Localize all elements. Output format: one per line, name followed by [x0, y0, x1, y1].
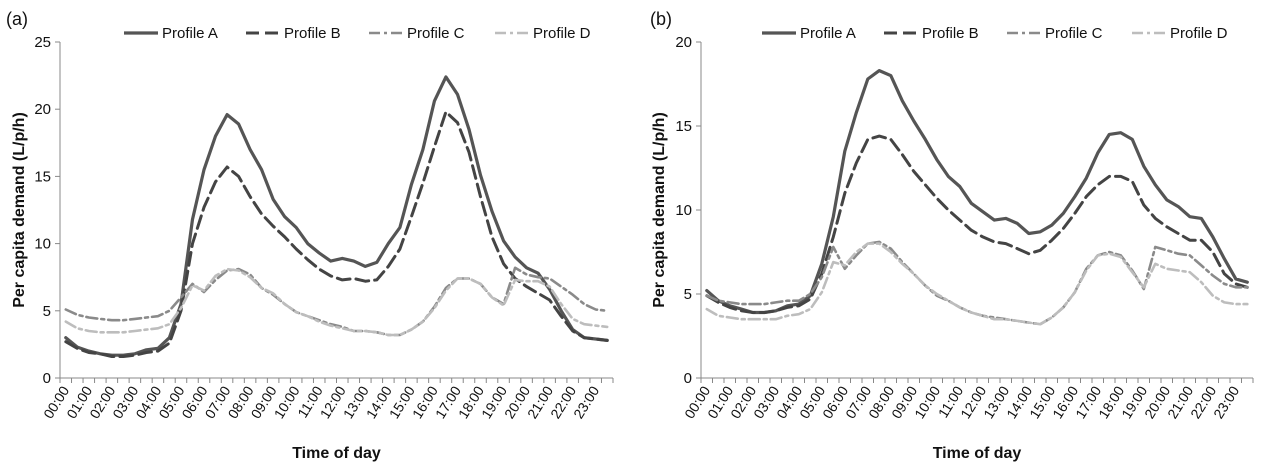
y-tick-label: 10 [675, 202, 692, 219]
legend-label: Profile A [162, 25, 218, 42]
y-tick-label: 25 [34, 34, 51, 51]
series-line-profile-b [705, 134, 1249, 314]
y-tick-label: 10 [34, 236, 51, 253]
y-tick-label: 0 [684, 370, 692, 387]
series-line-profile-c [64, 266, 609, 337]
x-tick-label: 23:00 [1210, 383, 1242, 421]
legend-label: Profile A [800, 25, 856, 42]
legend-label: Profile B [922, 25, 979, 42]
series-line-profile-c [705, 240, 1249, 326]
panel-label: (b) [650, 9, 672, 29]
legend-label: Profile D [533, 25, 591, 42]
panel-label: (a) [6, 9, 28, 29]
y-tick-label: 5 [684, 286, 692, 303]
x-axis-title: Time of day [292, 445, 381, 462]
legend-label: Profile D [1170, 25, 1228, 42]
series-line-profile-b [64, 110, 609, 358]
legend-label: Profile B [284, 25, 341, 42]
x-axis-title: Time of day [933, 445, 1022, 462]
chart-panel-a: (a)051015202500:0001:0002:0003:0004:0005… [6, 9, 614, 462]
series-line-profile-a [64, 75, 609, 357]
x-tick-label: 10:00 [911, 383, 943, 421]
series-line-profile-a [705, 68, 1249, 315]
chart-panel-b: (b)0510152000:0001:0002:0003:0004:0005:0… [650, 9, 1254, 462]
y-tick-label: 0 [43, 370, 51, 387]
y-axis-title: Per capita demand (L/p/h) [651, 112, 668, 308]
y-tick-label: 5 [43, 303, 51, 320]
legend-label: Profile C [407, 25, 465, 42]
y-tick-label: 20 [34, 101, 51, 118]
y-tick-label: 20 [675, 34, 692, 51]
series-line-profile-d [64, 267, 609, 337]
series-line-profile-d [705, 242, 1249, 326]
y-axis-title: Per capita demand (L/p/h) [11, 112, 28, 308]
x-tick-label: 10:00 [271, 383, 303, 421]
y-tick-label: 15 [675, 118, 692, 135]
x-tick-label: 23:00 [570, 383, 602, 421]
y-tick-label: 15 [34, 168, 51, 185]
legend-label: Profile C [1045, 25, 1103, 42]
